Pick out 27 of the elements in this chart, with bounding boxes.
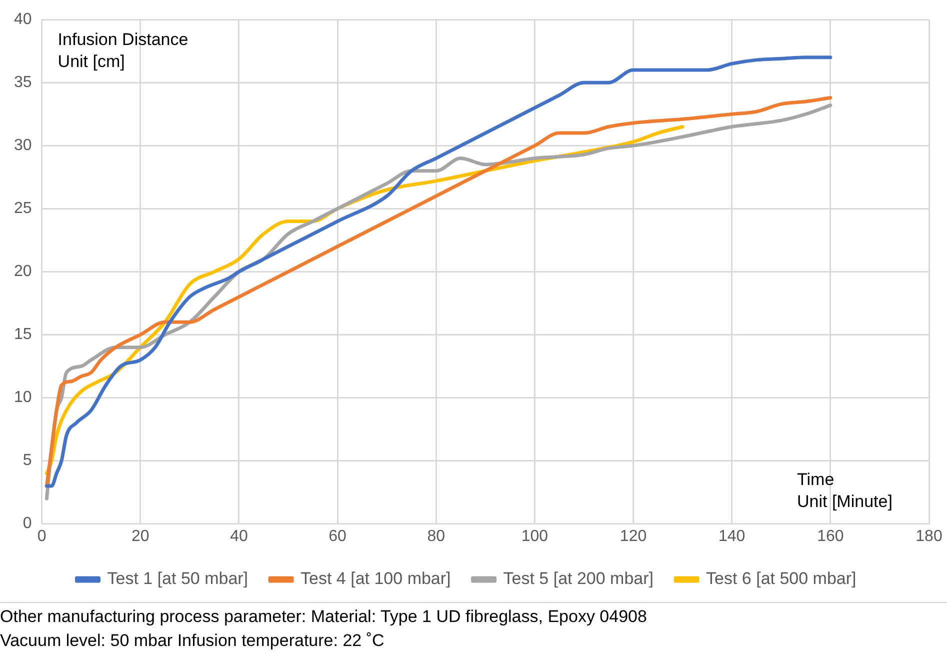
- y-tick-label: 0: [22, 515, 32, 532]
- y-axis-title: Infusion Distance Unit [cm]: [58, 30, 188, 71]
- y-tick-label: 40: [14, 11, 32, 28]
- legend-label: Test 1 [at 50 mbar]: [107, 569, 248, 588]
- x-tick-label: 40: [230, 528, 248, 545]
- x-tick-label: 60: [328, 528, 347, 545]
- y-tick-label: 25: [14, 200, 32, 218]
- x-tick-label: 180: [916, 528, 942, 545]
- y-tick-label: 5: [22, 452, 32, 470]
- x-tick-label: 120: [620, 528, 647, 545]
- x-axis-title: Time Unit [Minute]: [797, 470, 892, 511]
- y-tick-label: 20: [14, 263, 32, 280]
- text: Vacuum level: 50 mbar Infusion temperature: 22 ˚C: [0, 630, 386, 652]
- legend-label: Test 4 [at 100 mbar]: [300, 569, 451, 588]
- y-tick-label: 10: [14, 389, 32, 406]
- x-tick-label: 160: [817, 528, 844, 545]
- y-tick-label: 30: [14, 137, 32, 154]
- text: Other manufacturing process parameter: Material: Type 1 UD fibreglass, Epoxy 04908: [0, 606, 648, 628]
- y-tick-label: 35: [14, 74, 32, 92]
- legend-label: Test 5 [at 200 mbar]: [503, 569, 654, 588]
- x-tick-label: 20: [131, 528, 150, 545]
- x-tick-label: 0: [37, 528, 46, 545]
- legend-label: Test 6 [at 500 mbar]: [706, 569, 856, 588]
- x-tick-label: 140: [718, 528, 746, 545]
- x-tick-label: 80: [427, 528, 446, 545]
- y-tick-label: 15: [14, 326, 32, 344]
- x-tick-label: 100: [521, 528, 548, 545]
